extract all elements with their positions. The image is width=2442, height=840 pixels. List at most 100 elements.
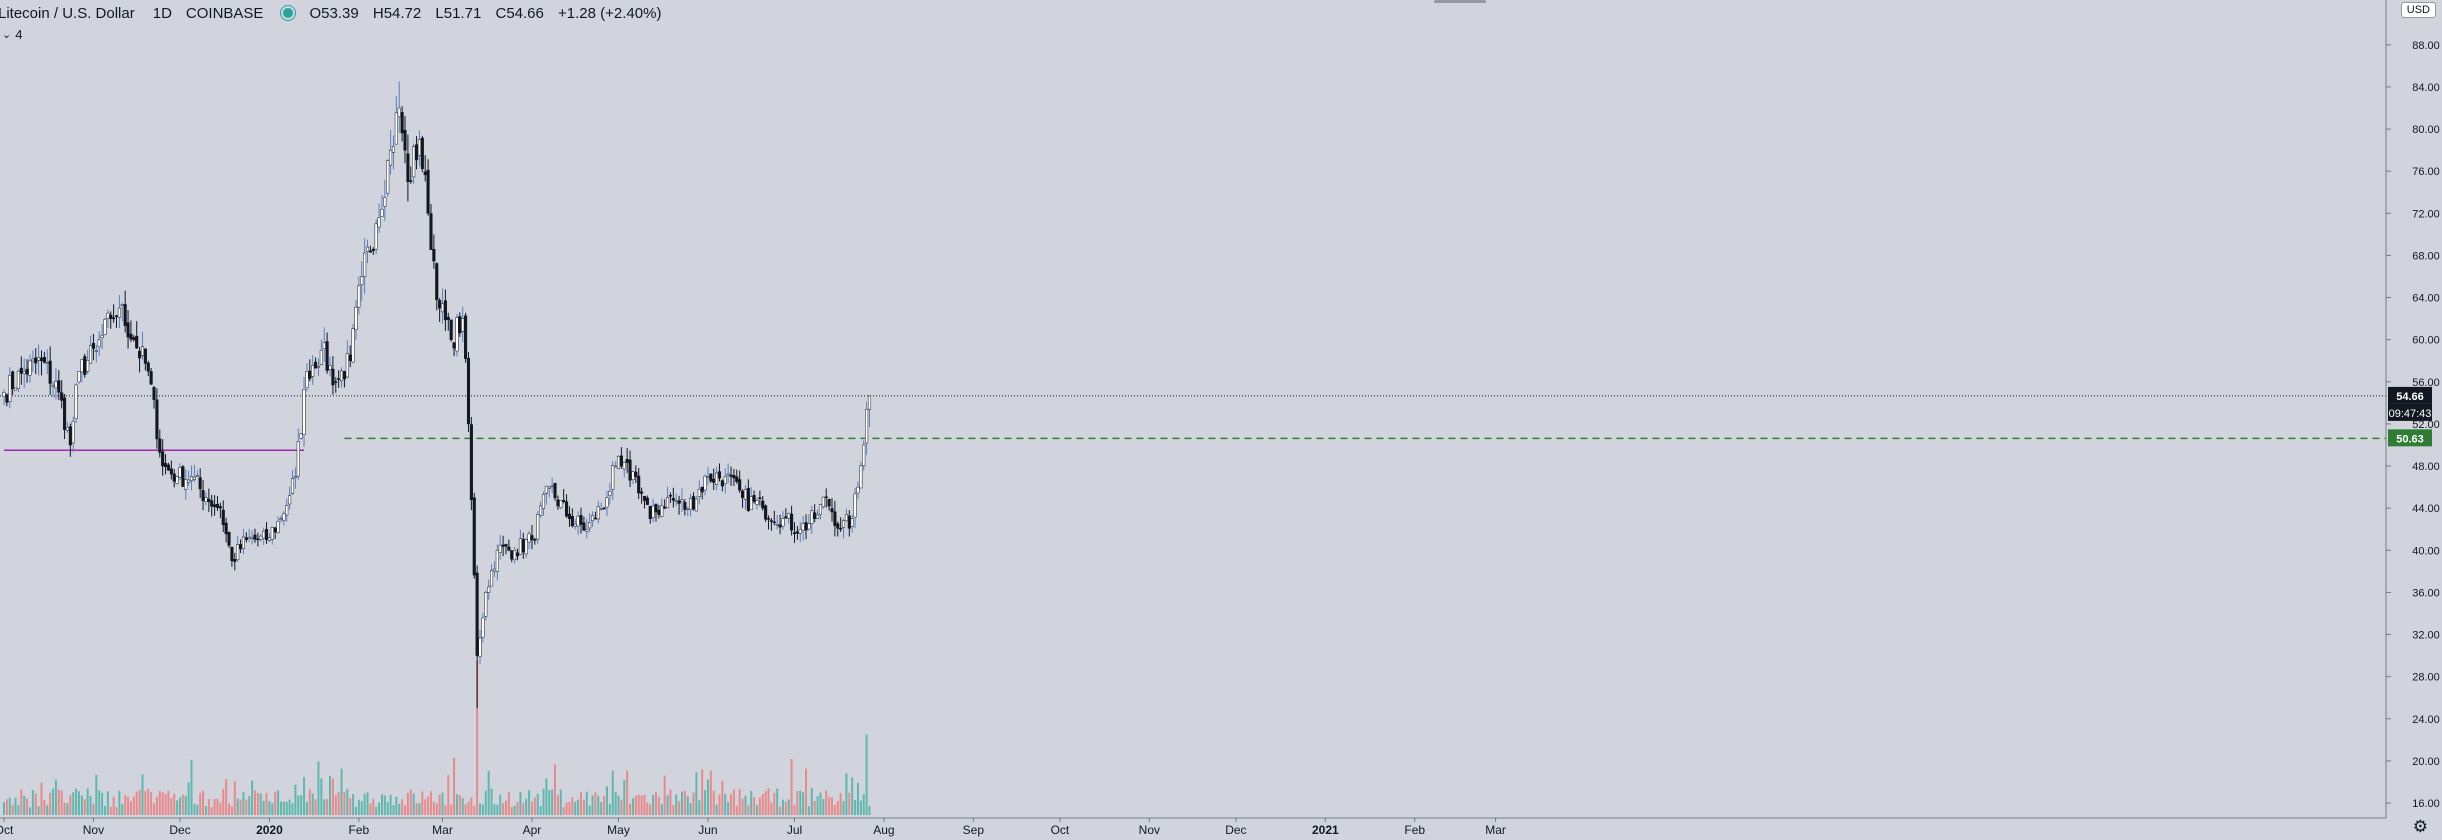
volume-bar [389,794,392,815]
candle-body [239,544,243,550]
volume-bar [574,801,577,815]
candle-body [501,544,505,547]
volume-bar [245,799,248,815]
volume-bar [323,799,326,815]
volume-bar [580,791,582,815]
candle-body [475,572,479,656]
candle-body [772,521,776,524]
candle-body [622,461,626,470]
candle-body [833,511,837,526]
volume-bar [655,792,658,815]
volume-bar [640,795,643,815]
candle-body [547,486,551,489]
currency-badge[interactable]: USD [2400,2,2436,18]
candle-body [712,478,716,483]
candle-body [850,518,854,527]
volume-bar [294,784,297,815]
price-tick-label: 28.00 [2412,672,2440,684]
volume-bar [265,793,268,815]
volume-bar [202,790,205,815]
volume-bar [75,788,78,815]
candle-body [311,365,315,377]
candle-body [31,358,35,362]
volume-bar [859,800,862,815]
countdown-badge [2388,403,2432,421]
candle-body [155,399,159,440]
volume-bar [750,790,753,815]
volume-bar [369,803,372,815]
candle-body [2,392,6,397]
candle-body [847,515,851,529]
candle-body [723,476,727,484]
volume-bar [741,798,744,815]
volume-bar [242,792,245,815]
price-tick-label: 52.00 [2412,419,2440,431]
candle-body [726,473,730,476]
candle-body [798,528,802,534]
interval-label[interactable]: 1D [152,4,172,22]
volume-bar [5,799,8,815]
volume-bar [251,780,254,815]
price-tick-label: 48.00 [2412,461,2440,473]
time-tick-label: Sep [963,823,985,837]
volume-bar [138,789,141,815]
candle-body [539,505,543,516]
candle-body [19,367,23,374]
candle-body [276,520,280,533]
volume-bar [158,791,161,815]
candle-body [556,499,560,507]
candle-body [565,501,569,517]
price-tick-label: 40.00 [2412,545,2440,557]
volume-bar [793,805,796,815]
price-tick-label: 16.00 [2412,798,2440,810]
indicator-legend[interactable]: ⌄ 4 [2,27,22,42]
candle-body [204,497,208,502]
symbol-name[interactable]: Litecoin / U.S. Dollar [0,4,135,22]
candle-body [443,300,447,321]
candle-body [637,475,641,494]
price-tick-label: 36.00 [2412,587,2440,599]
chevron-down-icon[interactable]: ⌄ [2,29,12,41]
volume-bar [26,798,29,815]
volume-bar [822,799,825,815]
candle-body [464,315,468,359]
candle-body [250,536,254,539]
candle-body [689,498,693,510]
candle-body [749,496,753,511]
volume-bar [761,794,764,815]
candle-body [856,486,860,494]
volume-bar [285,801,288,815]
candle-body [389,149,393,166]
candle-body [810,510,814,524]
volume-bar [236,798,239,815]
candle-body [836,523,840,529]
volume-bar [732,789,735,815]
volume-bar [758,797,761,815]
candle-body [775,523,779,526]
gear-icon[interactable]: ⚙ [2412,817,2428,836]
scroll-handle[interactable] [1434,0,1486,3]
candle-body [841,520,846,528]
candle-body [184,479,188,490]
candle-body [267,537,271,541]
countdown-label: 09:47:43 [2389,408,2432,420]
volume-bar [37,806,40,815]
volume-bar [807,806,810,815]
candle-body [380,208,384,217]
volume-bar [95,774,98,815]
chart-legend-header: Litecoin / U.S. Dollar 1D COINBASE O53.3… [0,3,671,23]
volume-bar [484,790,487,815]
volume-bar [458,795,461,815]
volume-bar [363,793,366,815]
time-tick-label: Dec [1225,823,1246,837]
candle-body [452,342,456,349]
candle-body [166,464,170,471]
candle-body [415,144,419,161]
volume-bar [441,792,444,815]
candle-body [230,546,234,562]
candle-body [732,474,736,479]
candle-body [616,456,621,469]
volume-bar [277,790,280,815]
volume-bar [412,793,415,815]
